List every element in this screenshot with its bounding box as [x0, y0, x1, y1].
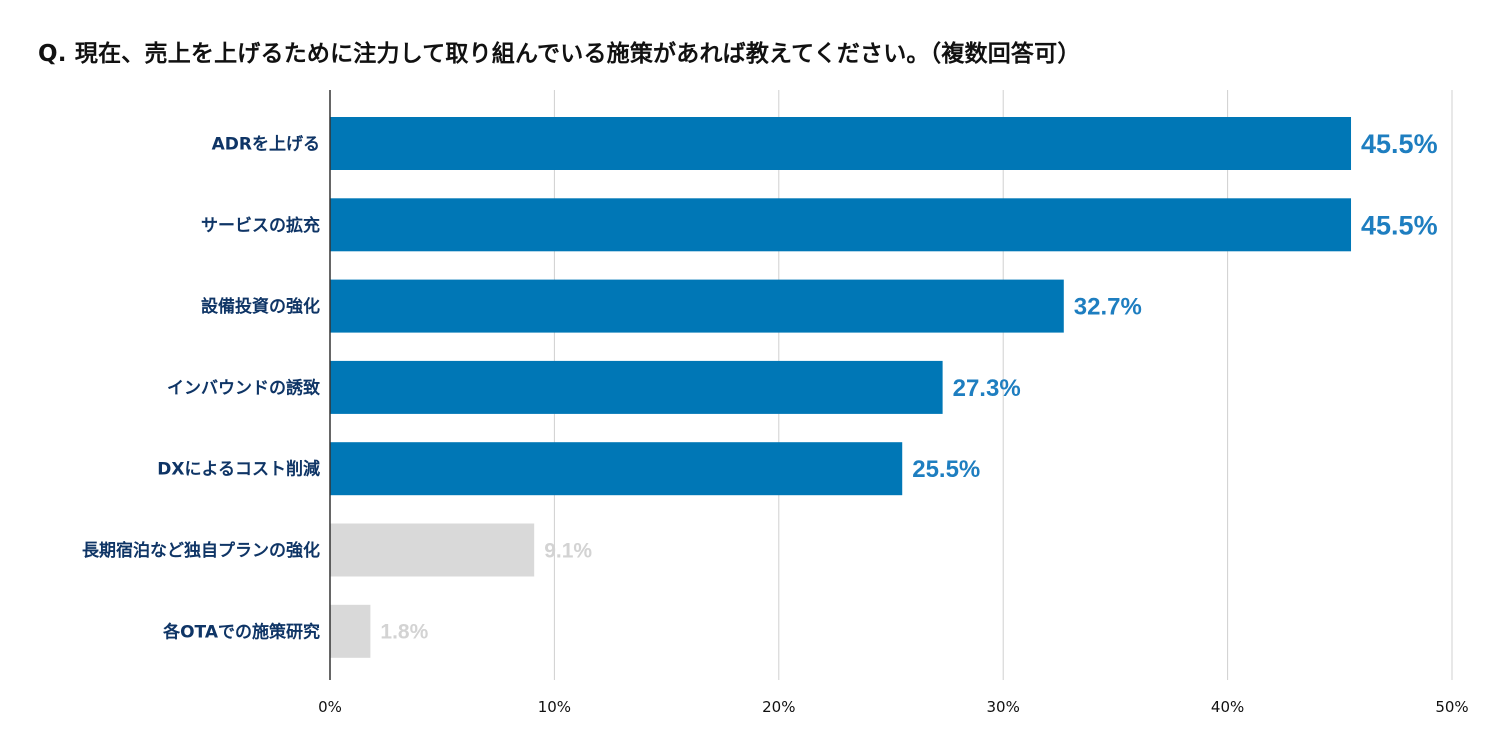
x-tick-label: 10% [538, 698, 571, 716]
value-label: 45.5% [1361, 210, 1438, 240]
bar [330, 442, 903, 496]
bar [330, 523, 535, 577]
x-tick-label: 30% [987, 698, 1020, 716]
value-label: 32.7% [1074, 294, 1142, 321]
category-label: インバウンドの誘致 [167, 377, 321, 398]
x-tick-label: 0% [318, 698, 342, 716]
bar [330, 279, 1064, 333]
category-label: サービスの拡充 [201, 215, 320, 236]
category-label: 設備投資の強化 [201, 296, 320, 317]
bar [330, 604, 371, 658]
category-label: 各OTAでの施策研究 [162, 621, 320, 642]
x-tick-label: 50% [1435, 698, 1468, 716]
value-label: 9.1% [544, 539, 592, 562]
bars [330, 117, 1352, 658]
category-label: 長期宿泊など独自プランの強化 [82, 540, 320, 561]
value-label: 45.5% [1361, 129, 1438, 159]
value-label: 25.5% [912, 456, 980, 483]
labels: 0% 10% 20% 30% 40% 50% ADRを上げる 45.5% サービスの拡充 45.5… [82, 129, 1469, 716]
x-tick-label: 40% [1211, 698, 1244, 716]
x-tick-label: 20% [762, 698, 795, 716]
value-label: 1.8% [380, 621, 428, 644]
value-label: 27.3% [953, 375, 1021, 402]
category-label: DXによるコスト削減 [157, 459, 320, 480]
category-label: ADRを上げる [212, 135, 320, 155]
bar [330, 117, 1352, 170]
chart-title: Q. 現在、売上を上げるために注力して取り組んでいる施策があれば教えてください。… [38, 41, 1081, 67]
bar [330, 360, 943, 414]
bar [330, 198, 1352, 252]
